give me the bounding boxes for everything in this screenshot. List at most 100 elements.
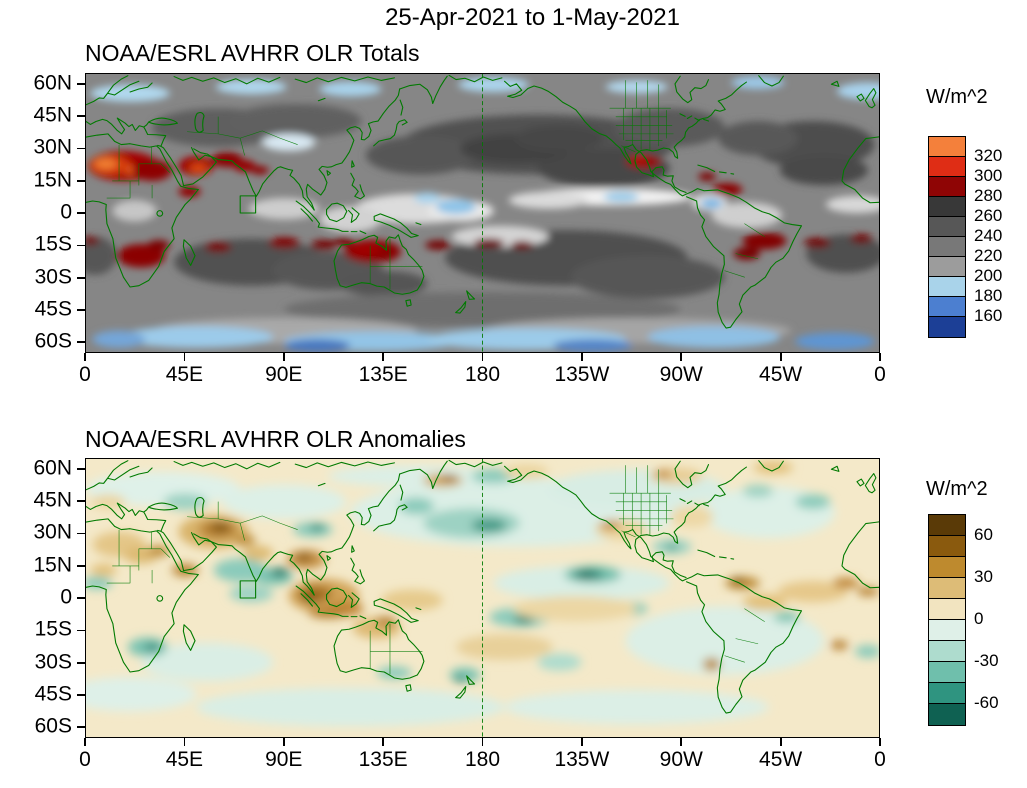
- x-axis-tick-mark: [481, 738, 484, 746]
- x-axis-tick-mark: [680, 353, 683, 361]
- x-axis-tick-label: 0: [79, 748, 91, 771]
- x-axis-tick-label: 135E: [358, 363, 408, 386]
- panel-olr-totals: NOAA/ESRL AVHRR OLR Totals: [0, 36, 1027, 422]
- colorbar-segment: [929, 578, 965, 599]
- colorbar-segment: [929, 277, 965, 297]
- colorbar: [928, 136, 966, 338]
- colorbar-segment: [929, 297, 965, 317]
- x-axis-tick-label: 45E: [165, 363, 204, 386]
- x-axis-tick-mark: [879, 738, 881, 746]
- colorbar-tick-label: 280: [974, 186, 1003, 205]
- colorbar-tick-label: 180: [974, 286, 1003, 305]
- colorbar-segment: [929, 620, 965, 641]
- y-axis-tick-mark: [77, 661, 85, 664]
- y-axis-tick-mark: [77, 244, 85, 247]
- x-axis-tick-label: 0: [79, 363, 91, 386]
- y-axis-tick-mark: [77, 726, 85, 729]
- y-axis-tick-label: 30N: [33, 135, 72, 159]
- colorbar-tick-label: 220: [974, 246, 1003, 265]
- y-axis-tick-mark: [77, 532, 85, 535]
- colorbar-segment: [929, 662, 965, 683]
- y-axis-tick-mark: [77, 212, 85, 214]
- colorbar-unit-label: W/m^2: [926, 86, 988, 108]
- colorbar-segment: [929, 197, 965, 217]
- y-axis-tick-mark: [77, 147, 85, 150]
- olr-totals-map: [86, 74, 879, 352]
- x-axis-tick-label: 180: [464, 748, 501, 771]
- y-axis-tick-mark: [77, 467, 85, 470]
- x-axis-tick-mark: [282, 738, 285, 746]
- colorbar-segment: [929, 599, 965, 620]
- y-axis-tick-mark: [77, 564, 85, 567]
- y-axis-tick-label: 15S: [34, 232, 72, 256]
- x-axis-tick-label: 45E: [165, 748, 204, 771]
- x-axis-tick-label: 90E: [265, 748, 303, 771]
- x-axis-tick-mark: [84, 353, 86, 361]
- x-axis-tick-mark: [183, 738, 186, 746]
- y-axis-tick-mark: [77, 341, 85, 344]
- totals-shading-layer: [86, 76, 879, 352]
- panel-olr-anomalies: NOAA/ESRL AVHRR OLR Anomalies: [0, 422, 1027, 788]
- x-axis-tick-mark: [382, 738, 384, 746]
- colorbar-tick-label: 60: [974, 525, 993, 544]
- colorbar-tick-label: 200: [974, 266, 1003, 285]
- figure-title: 25-Apr-2021 to 1-May-2021: [385, 4, 680, 31]
- y-axis-tick-label: 60N: [33, 456, 72, 480]
- colorbar-unit-label: W/m^2: [926, 478, 988, 500]
- y-axis-tick-mark: [77, 82, 85, 85]
- y-axis-tick-mark: [77, 309, 85, 311]
- colorbar-segment: [929, 317, 965, 337]
- colorbar-tick-label: 300: [974, 166, 1003, 185]
- y-axis-tick-label: 30S: [34, 265, 72, 289]
- olr-anomalies-map: [86, 459, 879, 737]
- y-axis-tick-label: 30N: [33, 520, 72, 544]
- x-axis-tick-label: 45W: [759, 748, 803, 771]
- colorbar-tick-label: -60: [974, 693, 999, 712]
- x-axis-tick-mark: [84, 738, 86, 746]
- colorbar-segment: [929, 704, 965, 725]
- map-frame-anomalies: [85, 458, 880, 738]
- y-axis-tick-label: 15S: [34, 617, 72, 641]
- y-axis-tick-mark: [77, 694, 85, 696]
- y-axis-tick-mark: [77, 115, 85, 117]
- colorbar-tick-label: -30: [974, 651, 999, 670]
- y-axis-tick-label: 45N: [33, 103, 72, 127]
- anomalies-shading-layer: [86, 461, 879, 727]
- colorbar-tick-label: 160: [974, 306, 1003, 325]
- colorbar-segment: [929, 237, 965, 257]
- x-axis-tick-label: 45W: [759, 363, 803, 386]
- x-axis-tick-mark: [779, 353, 782, 361]
- colorbar-segment: [929, 177, 965, 197]
- y-axis-tick-label: 15N: [33, 168, 72, 192]
- y-axis-tick-label: 60S: [34, 329, 72, 353]
- colorbar-segment: [929, 137, 965, 157]
- x-axis-tick-label: 0: [874, 748, 886, 771]
- x-axis-tick-label: 90W: [659, 748, 703, 771]
- y-axis-tick-label: 45S: [34, 682, 72, 706]
- colorbar-tick-label: 260: [974, 206, 1003, 225]
- colorbar-tick-label: 240: [974, 226, 1003, 245]
- x-axis-tick-mark: [382, 353, 384, 361]
- x-axis-tick-label: 90W: [659, 363, 703, 386]
- y-axis-tick-mark: [77, 276, 85, 279]
- x-axis-tick-label: 90E: [265, 363, 303, 386]
- colorbar-segment: [929, 536, 965, 557]
- y-axis-tick-mark: [77, 597, 85, 599]
- x-axis-tick-label: 135W: [554, 748, 610, 771]
- panel-title-totals: NOAA/ESRL AVHRR OLR Totals: [85, 40, 420, 66]
- x-axis-tick-mark: [581, 353, 583, 361]
- x-axis-tick-label: 135E: [358, 748, 408, 771]
- y-axis-tick-label: 0: [60, 585, 72, 609]
- y-axis-tick-label: 15N: [33, 553, 72, 577]
- x-axis-tick-mark: [481, 353, 484, 361]
- colorbar-segment: [929, 557, 965, 578]
- y-axis-tick-label: 45S: [34, 297, 72, 321]
- y-axis-tick-label: 60N: [33, 71, 72, 95]
- y-axis-tick-mark: [77, 500, 85, 502]
- x-axis-tick-label: 0: [874, 363, 886, 386]
- x-axis-tick-label: 180: [464, 363, 501, 386]
- colorbar-segment: [929, 157, 965, 177]
- panel-title-anomalies: NOAA/ESRL AVHRR OLR Anomalies: [85, 426, 466, 452]
- y-axis-tick-label: 60S: [34, 714, 72, 738]
- y-axis-tick-mark: [77, 179, 85, 182]
